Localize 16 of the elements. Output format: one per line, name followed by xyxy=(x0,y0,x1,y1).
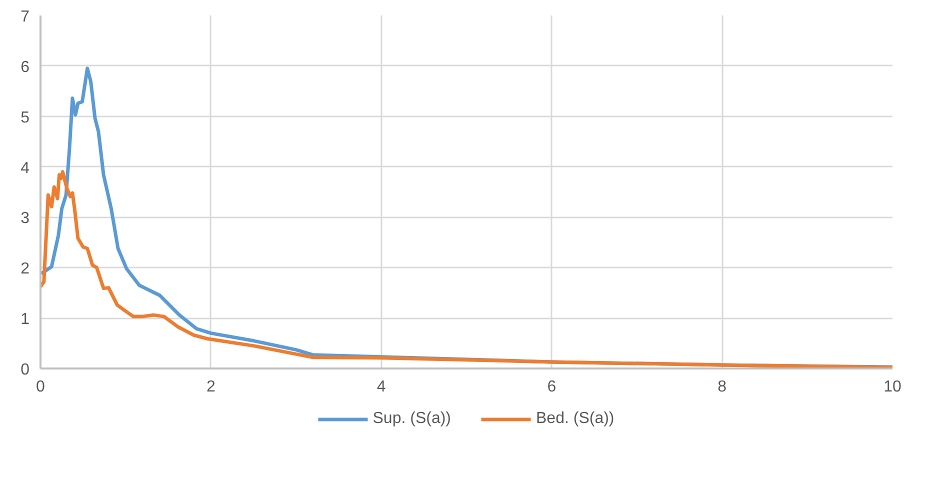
x-tick-label: 6 xyxy=(547,378,556,396)
y-tick-label: 6 xyxy=(20,58,30,76)
x-tick-label: 0 xyxy=(36,378,46,396)
y-tick-label: 0 xyxy=(20,362,30,378)
y-tick-label: 5 xyxy=(20,109,30,126)
y-tick-label: 2 xyxy=(20,260,30,278)
y-tick-label: 4 xyxy=(20,160,30,177)
x-tick-label: 2 xyxy=(206,378,216,396)
legend-label: Sup. (S(a)) xyxy=(372,410,451,428)
y-tick-label: 7 xyxy=(20,8,30,26)
legend-label: Bed. (S(a)) xyxy=(536,410,614,428)
x-tick-label: 8 xyxy=(718,378,727,396)
x-tick-label: 4 xyxy=(376,378,386,396)
x-tick-label: 10 xyxy=(884,378,902,396)
y-tick-label: 1 xyxy=(20,311,30,328)
y-tick-label: 3 xyxy=(20,210,30,228)
